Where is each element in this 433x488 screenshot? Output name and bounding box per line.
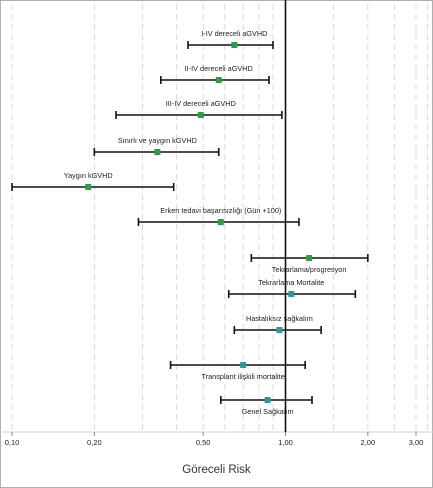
row-label: Hastalıksız sağkalım [246, 314, 313, 323]
x-tick-label: 0,10 [5, 438, 20, 447]
x-tick-label: 0,20 [87, 438, 102, 447]
x-axis-title: Göreceli Risk [182, 464, 251, 476]
row-label: Yaygın kGVHD [64, 171, 113, 180]
row-label: Erken tedavi başarısızlığı (Gün +100) [160, 206, 281, 215]
row-label: II-IV dereceli aGVHD [185, 64, 253, 73]
estimate-marker [154, 149, 161, 155]
x-tick-label: 0,50 [196, 438, 211, 447]
row-label: III-IV dereceli aGVHD [166, 99, 236, 108]
row-label: Transplant ilişkili mortalite [202, 372, 285, 381]
estimate-marker [85, 184, 92, 190]
row-label: Sınırlı ve yaygın kGVHD [118, 136, 197, 145]
estimate-marker [306, 255, 313, 261]
x-tick-label: 3,00 [409, 438, 424, 447]
estimate-marker [240, 362, 247, 368]
estimate-marker [217, 219, 224, 225]
estimate-marker [288, 291, 295, 297]
estimate-marker [231, 42, 238, 48]
estimate-marker [197, 112, 204, 118]
x-tick-label: 2,00 [361, 438, 376, 447]
row-label: Genel Sağkalım [242, 407, 294, 416]
row-label: I-IV dereceli aGVHD [201, 29, 267, 38]
estimate-marker [215, 77, 222, 83]
row-label: Tekrarlama Mortalite [258, 278, 324, 287]
row-label: Tekrarlama/progresyon [272, 265, 347, 274]
estimate-marker [264, 397, 271, 403]
x-tick-label: 1,00 [278, 438, 293, 447]
estimate-marker [276, 327, 283, 333]
